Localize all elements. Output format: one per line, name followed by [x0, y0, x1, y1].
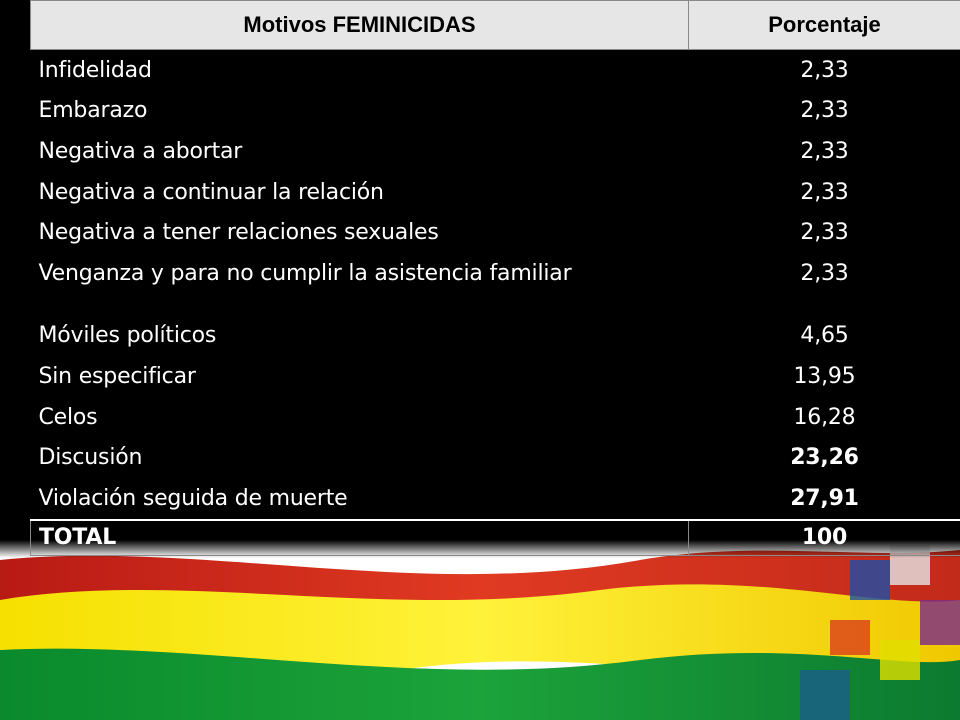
motivo-cell: Venganza y para no cumplir la asistencia… — [38, 260, 572, 286]
motivo-cell: Celos — [38, 404, 98, 430]
table-row: Negativa a abortar 2,33 — [31, 131, 960, 172]
porcentaje-cell: 16,28 — [793, 404, 856, 430]
porcentaje-cell: 27,91 — [790, 485, 859, 511]
table-row: Discusión 23,26 — [31, 437, 960, 478]
porcentaje-cell: 2,33 — [800, 220, 849, 246]
motivo-cell: Embarazo — [38, 98, 148, 124]
motivo-cell: Sin especificar — [38, 363, 196, 389]
feminicide-motives-table: Motivos FEMINICIDAS Porcentaje Infidelid… — [30, 0, 960, 556]
porcentaje-cell: 2,33 — [800, 57, 849, 83]
porcentaje-cell: 2,33 — [800, 98, 849, 124]
motivo-cell: Negativa a continuar la relación — [38, 179, 384, 205]
table-row: Venganza y para no cumplir la asistencia… — [31, 253, 960, 294]
table-row: Móviles políticos 4,65 — [31, 316, 960, 357]
table-row: Celos 16,28 — [31, 397, 960, 438]
motivo-cell: Violación seguida de muerte — [38, 485, 348, 511]
header-porcentaje: Porcentaje — [688, 0, 960, 50]
spacer-cell — [31, 294, 689, 316]
table-row: Violación seguida de muerte 27,91 — [31, 478, 960, 520]
motivo-cell: Infidelidad — [38, 57, 152, 83]
table-header-row: Motivos FEMINICIDAS Porcentaje — [30, 0, 960, 50]
motivo-cell: Negativa a abortar — [38, 138, 243, 164]
porcentaje-cell: 23,26 — [790, 445, 859, 471]
table-total-row: TOTAL 100 — [30, 518, 960, 556]
table-row: Sin especificar 13,95 — [31, 356, 960, 397]
total-value: 100 — [688, 518, 960, 556]
porcentaje-cell: 13,95 — [793, 363, 856, 389]
porcentaje-cell: 2,33 — [800, 138, 849, 164]
total-label: TOTAL — [30, 518, 689, 556]
motivo-cell: Móviles políticos — [38, 323, 217, 349]
spacer-cell — [689, 294, 960, 316]
table-spacer-row — [31, 294, 960, 316]
header-motivos: Motivos FEMINICIDAS — [30, 0, 689, 50]
table-row: Embarazo 2,33 — [31, 91, 960, 132]
porcentaje-cell: 2,33 — [800, 260, 849, 286]
table-row: Negativa a continuar la relación 2,33 — [31, 172, 960, 213]
table-row: Negativa a tener relaciones sexuales 2,3… — [31, 212, 960, 253]
motivo-cell: Discusión — [38, 445, 143, 471]
motivo-cell: Negativa a tener relaciones sexuales — [38, 220, 439, 246]
porcentaje-cell: 2,33 — [800, 179, 849, 205]
porcentaje-cell: 4,65 — [800, 323, 849, 349]
table-row: Infidelidad 2,33 — [31, 50, 960, 91]
